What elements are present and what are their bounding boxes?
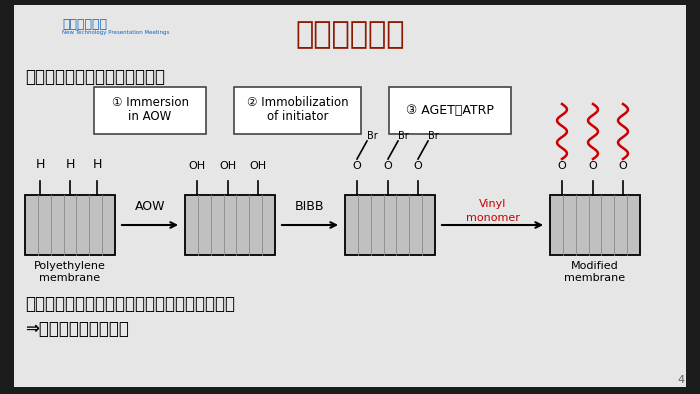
Text: ① Immersion: ① Immersion <box>111 96 188 109</box>
Text: AOW: AOW <box>134 200 165 213</box>
Text: O: O <box>619 161 627 171</box>
Text: O: O <box>414 161 422 171</box>
Text: O: O <box>384 161 393 171</box>
FancyBboxPatch shape <box>185 195 275 255</box>
Text: Vinyl: Vinyl <box>479 199 506 209</box>
Text: Br: Br <box>428 131 439 141</box>
Text: Polyethylene
membrane: Polyethylene membrane <box>34 261 106 282</box>
Text: 4: 4 <box>678 375 685 385</box>
Text: H: H <box>35 158 45 171</box>
Text: OH: OH <box>249 161 267 171</box>
Text: OH: OH <box>219 161 237 171</box>
FancyBboxPatch shape <box>25 195 115 255</box>
Text: Br: Br <box>398 131 409 141</box>
Text: O: O <box>353 161 361 171</box>
FancyBboxPatch shape <box>389 87 511 134</box>
Text: ・減圧操作や脱酸素操作が不要: ・減圧操作や脱酸素操作が不要 <box>25 68 165 86</box>
Text: ⇒スケールアップ可能: ⇒スケールアップ可能 <box>25 320 129 338</box>
Text: in AOW: in AOW <box>128 110 172 123</box>
Text: Modified
membrane: Modified membrane <box>564 261 626 282</box>
Text: ③ AGET－ATRP: ③ AGET－ATRP <box>406 104 494 117</box>
Text: O: O <box>589 161 597 171</box>
Text: of initiator: of initiator <box>267 110 328 123</box>
Text: ② Immobilization: ② Immobilization <box>246 96 349 109</box>
FancyBboxPatch shape <box>94 87 206 134</box>
Text: BIBB: BIBB <box>295 200 325 213</box>
FancyBboxPatch shape <box>234 87 361 134</box>
Text: H: H <box>92 158 102 171</box>
Text: ・原理的に，膜モジュール内で一括修飾が可能: ・原理的に，膜モジュール内で一括修飾が可能 <box>25 295 235 313</box>
Text: H: H <box>65 158 75 171</box>
Text: monomer: monomer <box>466 213 519 223</box>
Text: OH: OH <box>188 161 206 171</box>
Text: 新技術の特徴: 新技術の特徴 <box>295 20 405 49</box>
Text: O: O <box>558 161 566 171</box>
Text: 新技術説明会: 新技術説明会 <box>62 18 107 31</box>
FancyBboxPatch shape <box>550 195 640 255</box>
Text: New Technology Presentation Meetings: New Technology Presentation Meetings <box>62 30 169 35</box>
Text: Br: Br <box>367 131 378 141</box>
FancyBboxPatch shape <box>14 5 686 387</box>
FancyBboxPatch shape <box>345 195 435 255</box>
